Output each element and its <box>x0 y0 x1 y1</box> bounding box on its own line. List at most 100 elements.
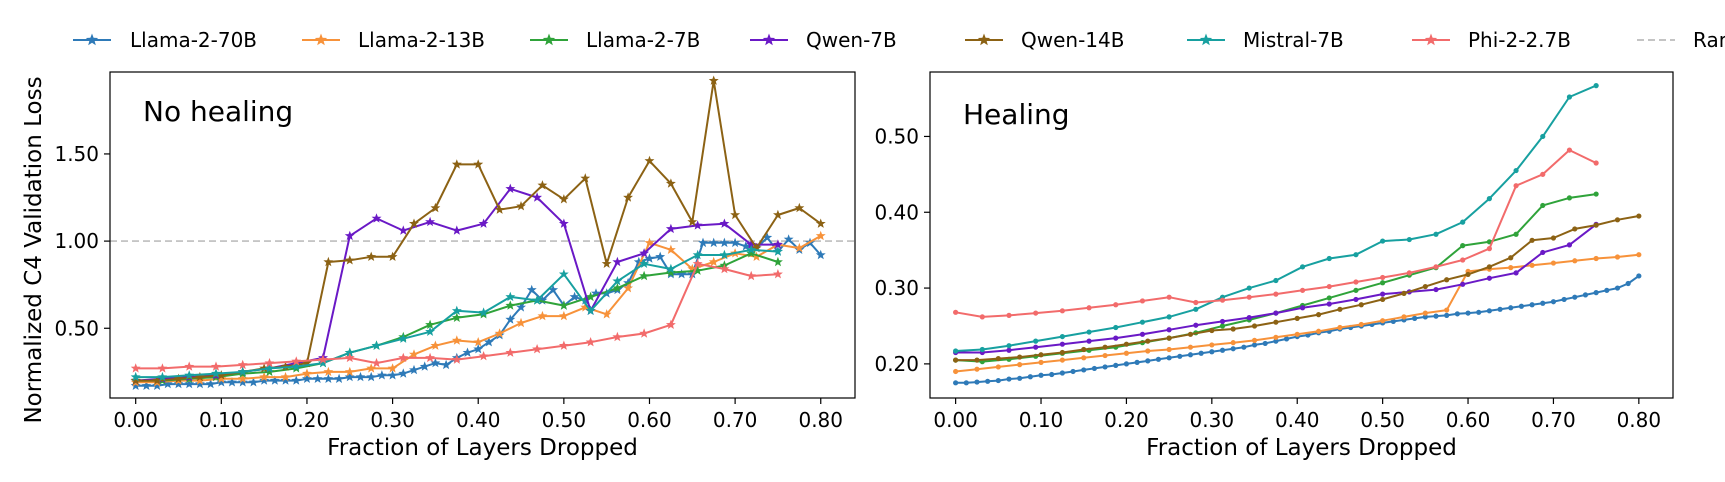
y-tick-label: 0.50 <box>874 124 919 148</box>
data-point <box>692 220 703 230</box>
y-tick-label: 1.00 <box>54 229 99 253</box>
data-point <box>773 239 783 249</box>
data-point <box>698 237 708 248</box>
data-point <box>1401 290 1407 296</box>
data-point <box>1006 343 1012 349</box>
data-point <box>318 354 328 364</box>
data-point <box>676 269 687 279</box>
data-point <box>537 295 548 305</box>
data-point <box>526 284 537 295</box>
data-point <box>398 352 409 363</box>
data-point <box>1251 337 1258 343</box>
data-point <box>1006 312 1012 318</box>
data-point <box>1102 364 1108 370</box>
data-point <box>387 251 398 261</box>
data-point <box>1465 310 1471 316</box>
data-point <box>719 263 730 274</box>
data-point <box>558 310 569 321</box>
data-point <box>425 326 435 336</box>
data-point <box>1219 318 1226 325</box>
data-point <box>580 173 591 183</box>
series-mistral-7b <box>953 83 1599 354</box>
x-tick-label: 0.50 <box>1360 408 1405 432</box>
data-point <box>730 209 741 220</box>
data-point <box>974 379 980 385</box>
data-point <box>773 209 783 220</box>
data-point <box>1273 291 1279 297</box>
data-point <box>344 371 355 382</box>
data-point <box>184 370 195 380</box>
data-point <box>1059 349 1065 356</box>
data-point <box>1550 235 1557 241</box>
data-point <box>963 380 969 386</box>
data-point <box>441 359 452 370</box>
data-point <box>334 373 344 383</box>
data-point <box>323 373 334 383</box>
data-point <box>323 366 334 377</box>
data-point <box>1358 302 1364 308</box>
legend-label: Random <box>1693 28 1725 52</box>
data-point <box>1353 287 1359 293</box>
panel-title: Healing <box>963 98 1070 131</box>
data-point <box>665 319 676 329</box>
data-point <box>1038 372 1044 378</box>
legend: Llama-2-70B Llama-2-13B Llama-2-7B Qwen-7B Q… <box>73 28 1725 52</box>
data-point <box>953 348 959 354</box>
data-point <box>516 302 526 312</box>
data-point <box>280 361 291 371</box>
data-point <box>655 251 666 261</box>
data-point <box>425 352 435 363</box>
data-point <box>205 378 216 389</box>
data-point <box>157 363 168 373</box>
data-point <box>344 352 355 363</box>
data-point <box>366 371 377 382</box>
data-point <box>558 300 569 310</box>
data-point <box>1166 314 1172 320</box>
data-point <box>746 244 757 254</box>
data-point <box>1193 306 1199 312</box>
series-phi-2-2-7b <box>130 258 783 373</box>
data-point <box>1273 319 1279 325</box>
data-point <box>1166 355 1172 361</box>
data-point <box>1049 371 1055 378</box>
data-point <box>152 380 162 390</box>
data-point <box>585 305 596 315</box>
data-point <box>612 283 623 293</box>
data-point <box>473 344 484 354</box>
data-point <box>692 249 703 260</box>
data-point <box>1412 315 1418 321</box>
data-point <box>1550 260 1557 266</box>
data-point <box>1422 314 1428 320</box>
data-point <box>1326 295 1332 301</box>
data-point <box>1326 301 1332 307</box>
data-point <box>1358 321 1364 328</box>
data-point <box>1486 275 1492 281</box>
data-point <box>953 357 959 363</box>
data-point <box>1486 196 1492 202</box>
x-axis-label: Fraction of Layers Dropped <box>1146 435 1457 461</box>
data-point <box>516 201 526 211</box>
data-point <box>473 337 484 347</box>
data-point <box>1102 344 1108 350</box>
data-point <box>237 366 248 377</box>
data-point <box>1299 264 1306 270</box>
data-point <box>1017 375 1023 381</box>
data-point <box>130 380 141 390</box>
data-point <box>1444 307 1450 313</box>
data-point <box>398 333 409 343</box>
x-tick-label: 0.20 <box>1104 408 1149 432</box>
panel-healing: 0.00 0.10 0.20 0.30 0.40 0.50 0.60 0.70 0.80 0.20… <box>874 71 1674 461</box>
x-axis-label: Fraction of Layers Dropped <box>327 435 638 461</box>
data-point <box>730 237 741 248</box>
data-point <box>1454 311 1460 317</box>
data-point <box>1059 357 1065 363</box>
data-point <box>494 328 505 338</box>
data-point <box>1636 213 1642 219</box>
data-point <box>1166 327 1172 333</box>
data-point <box>1006 376 1012 382</box>
data-point <box>1353 252 1359 258</box>
data-point <box>1187 344 1194 350</box>
data-point <box>505 291 516 302</box>
data-point <box>687 216 698 227</box>
data-point <box>1566 195 1573 201</box>
